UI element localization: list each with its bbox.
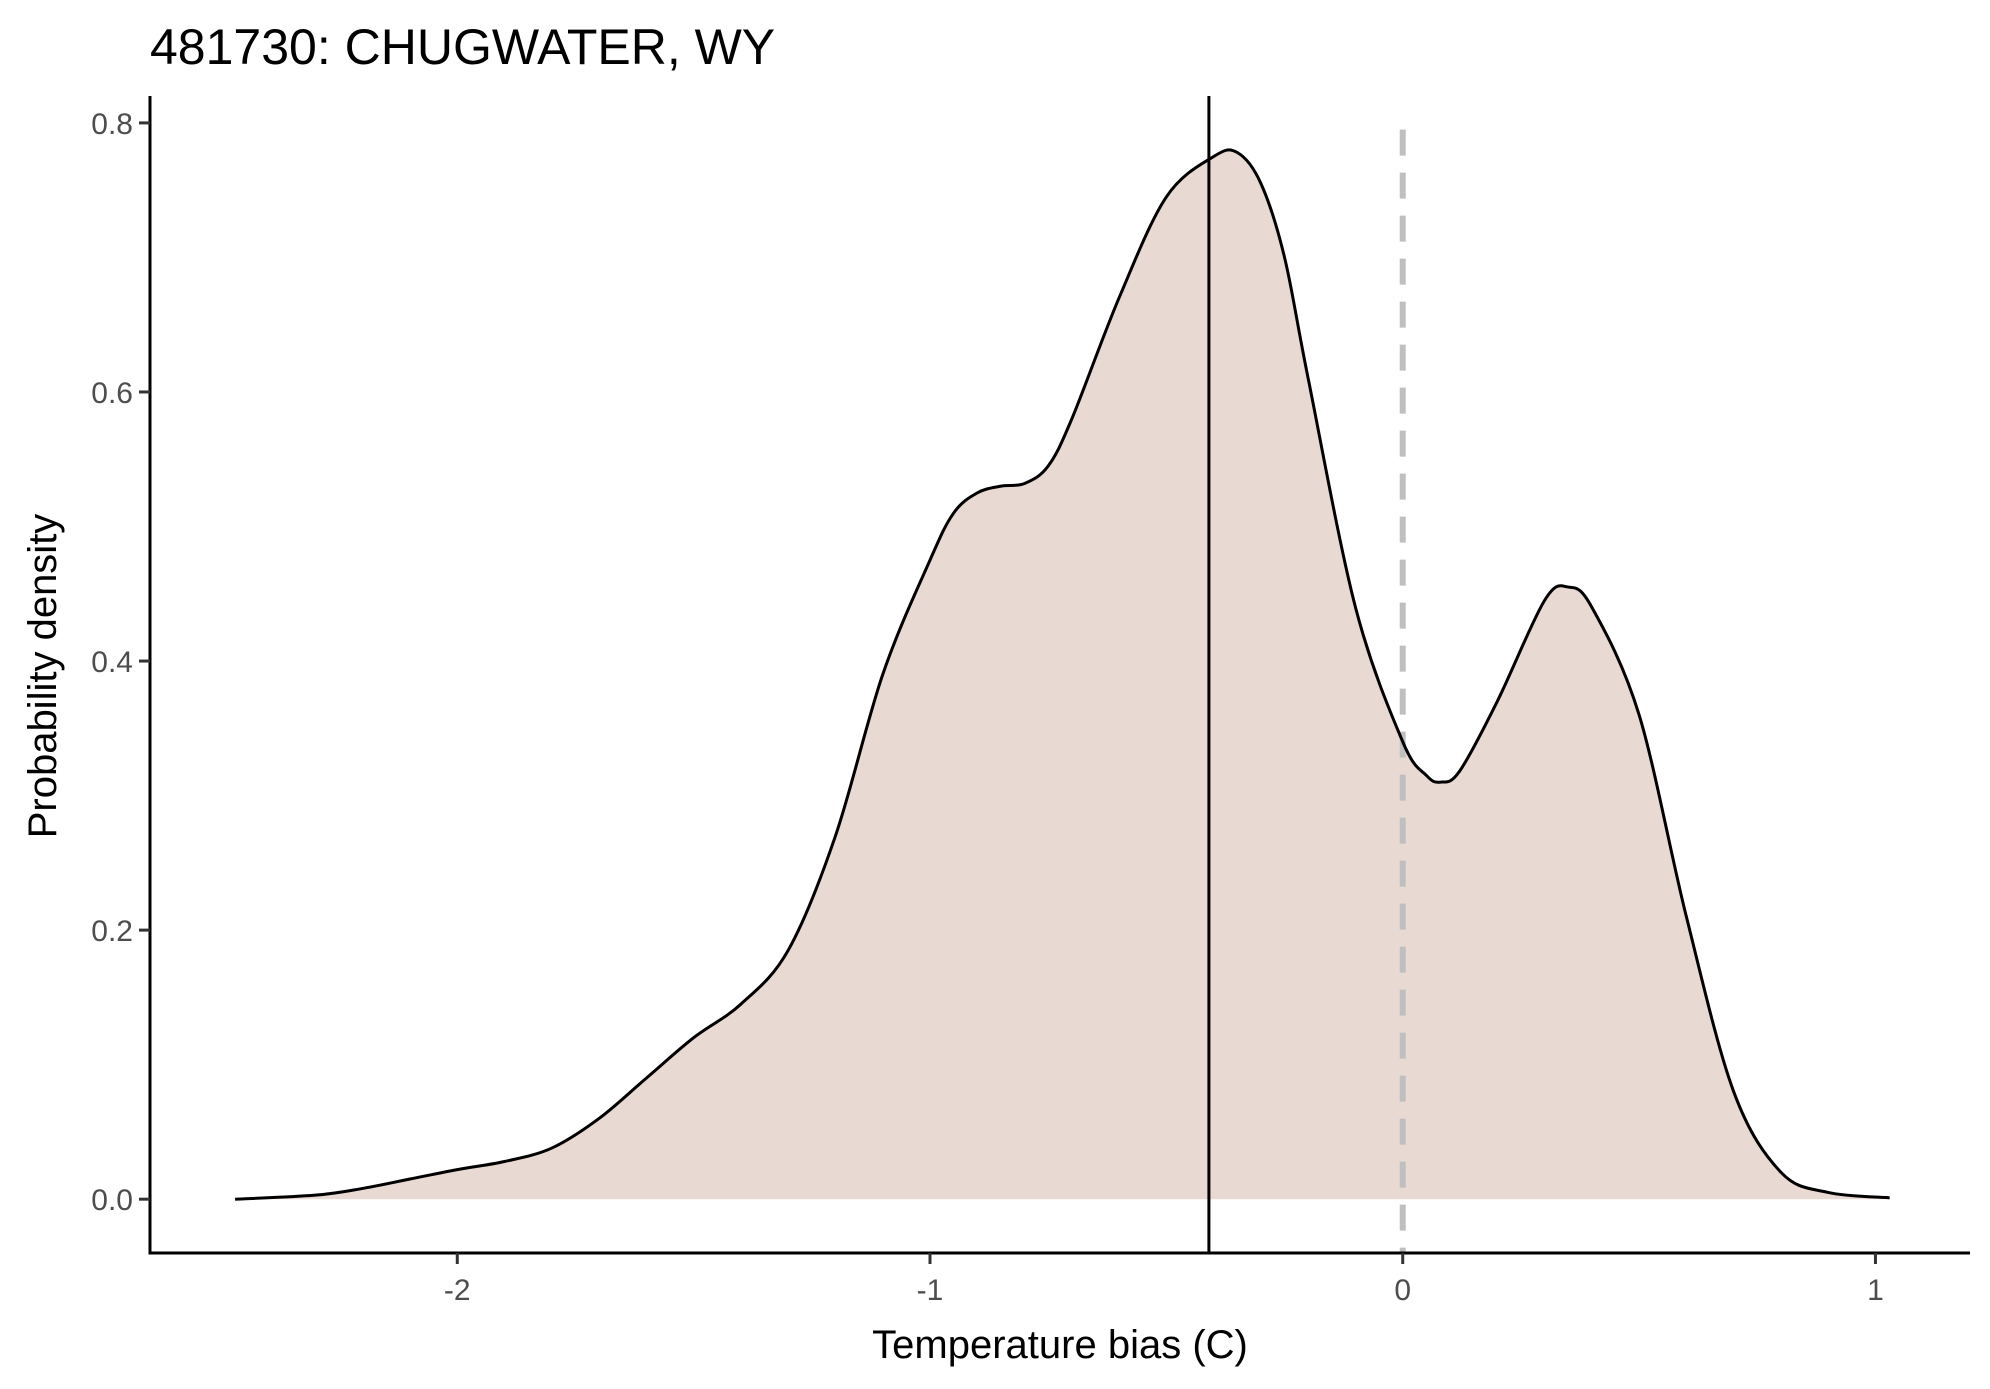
- y-tick-label: 0.4: [91, 646, 133, 679]
- x-tick-label: -2: [444, 1274, 471, 1307]
- density-line: [235, 148, 1890, 1201]
- y-tick-label: 0.0: [91, 1184, 133, 1217]
- plot-area: 0.0 0.2 0.4 0.6 0.8 -2 -1 0 1: [91, 96, 1970, 1307]
- y-tick-label: 0.6: [91, 377, 133, 410]
- x-tick-label: -1: [917, 1274, 944, 1307]
- density-area: [235, 149, 1890, 1200]
- y-axis-title: Probability density: [21, 514, 65, 839]
- y-tick-label: 0.2: [91, 915, 133, 948]
- x-tick-label: 0: [1394, 1274, 1411, 1307]
- x-tick-label: 1: [1867, 1274, 1884, 1307]
- y-tick-label: 0.8: [91, 108, 133, 141]
- chart-title: 481730: CHUGWATER, WY: [150, 19, 775, 75]
- x-axis-title: Temperature bias (C): [872, 1323, 1248, 1367]
